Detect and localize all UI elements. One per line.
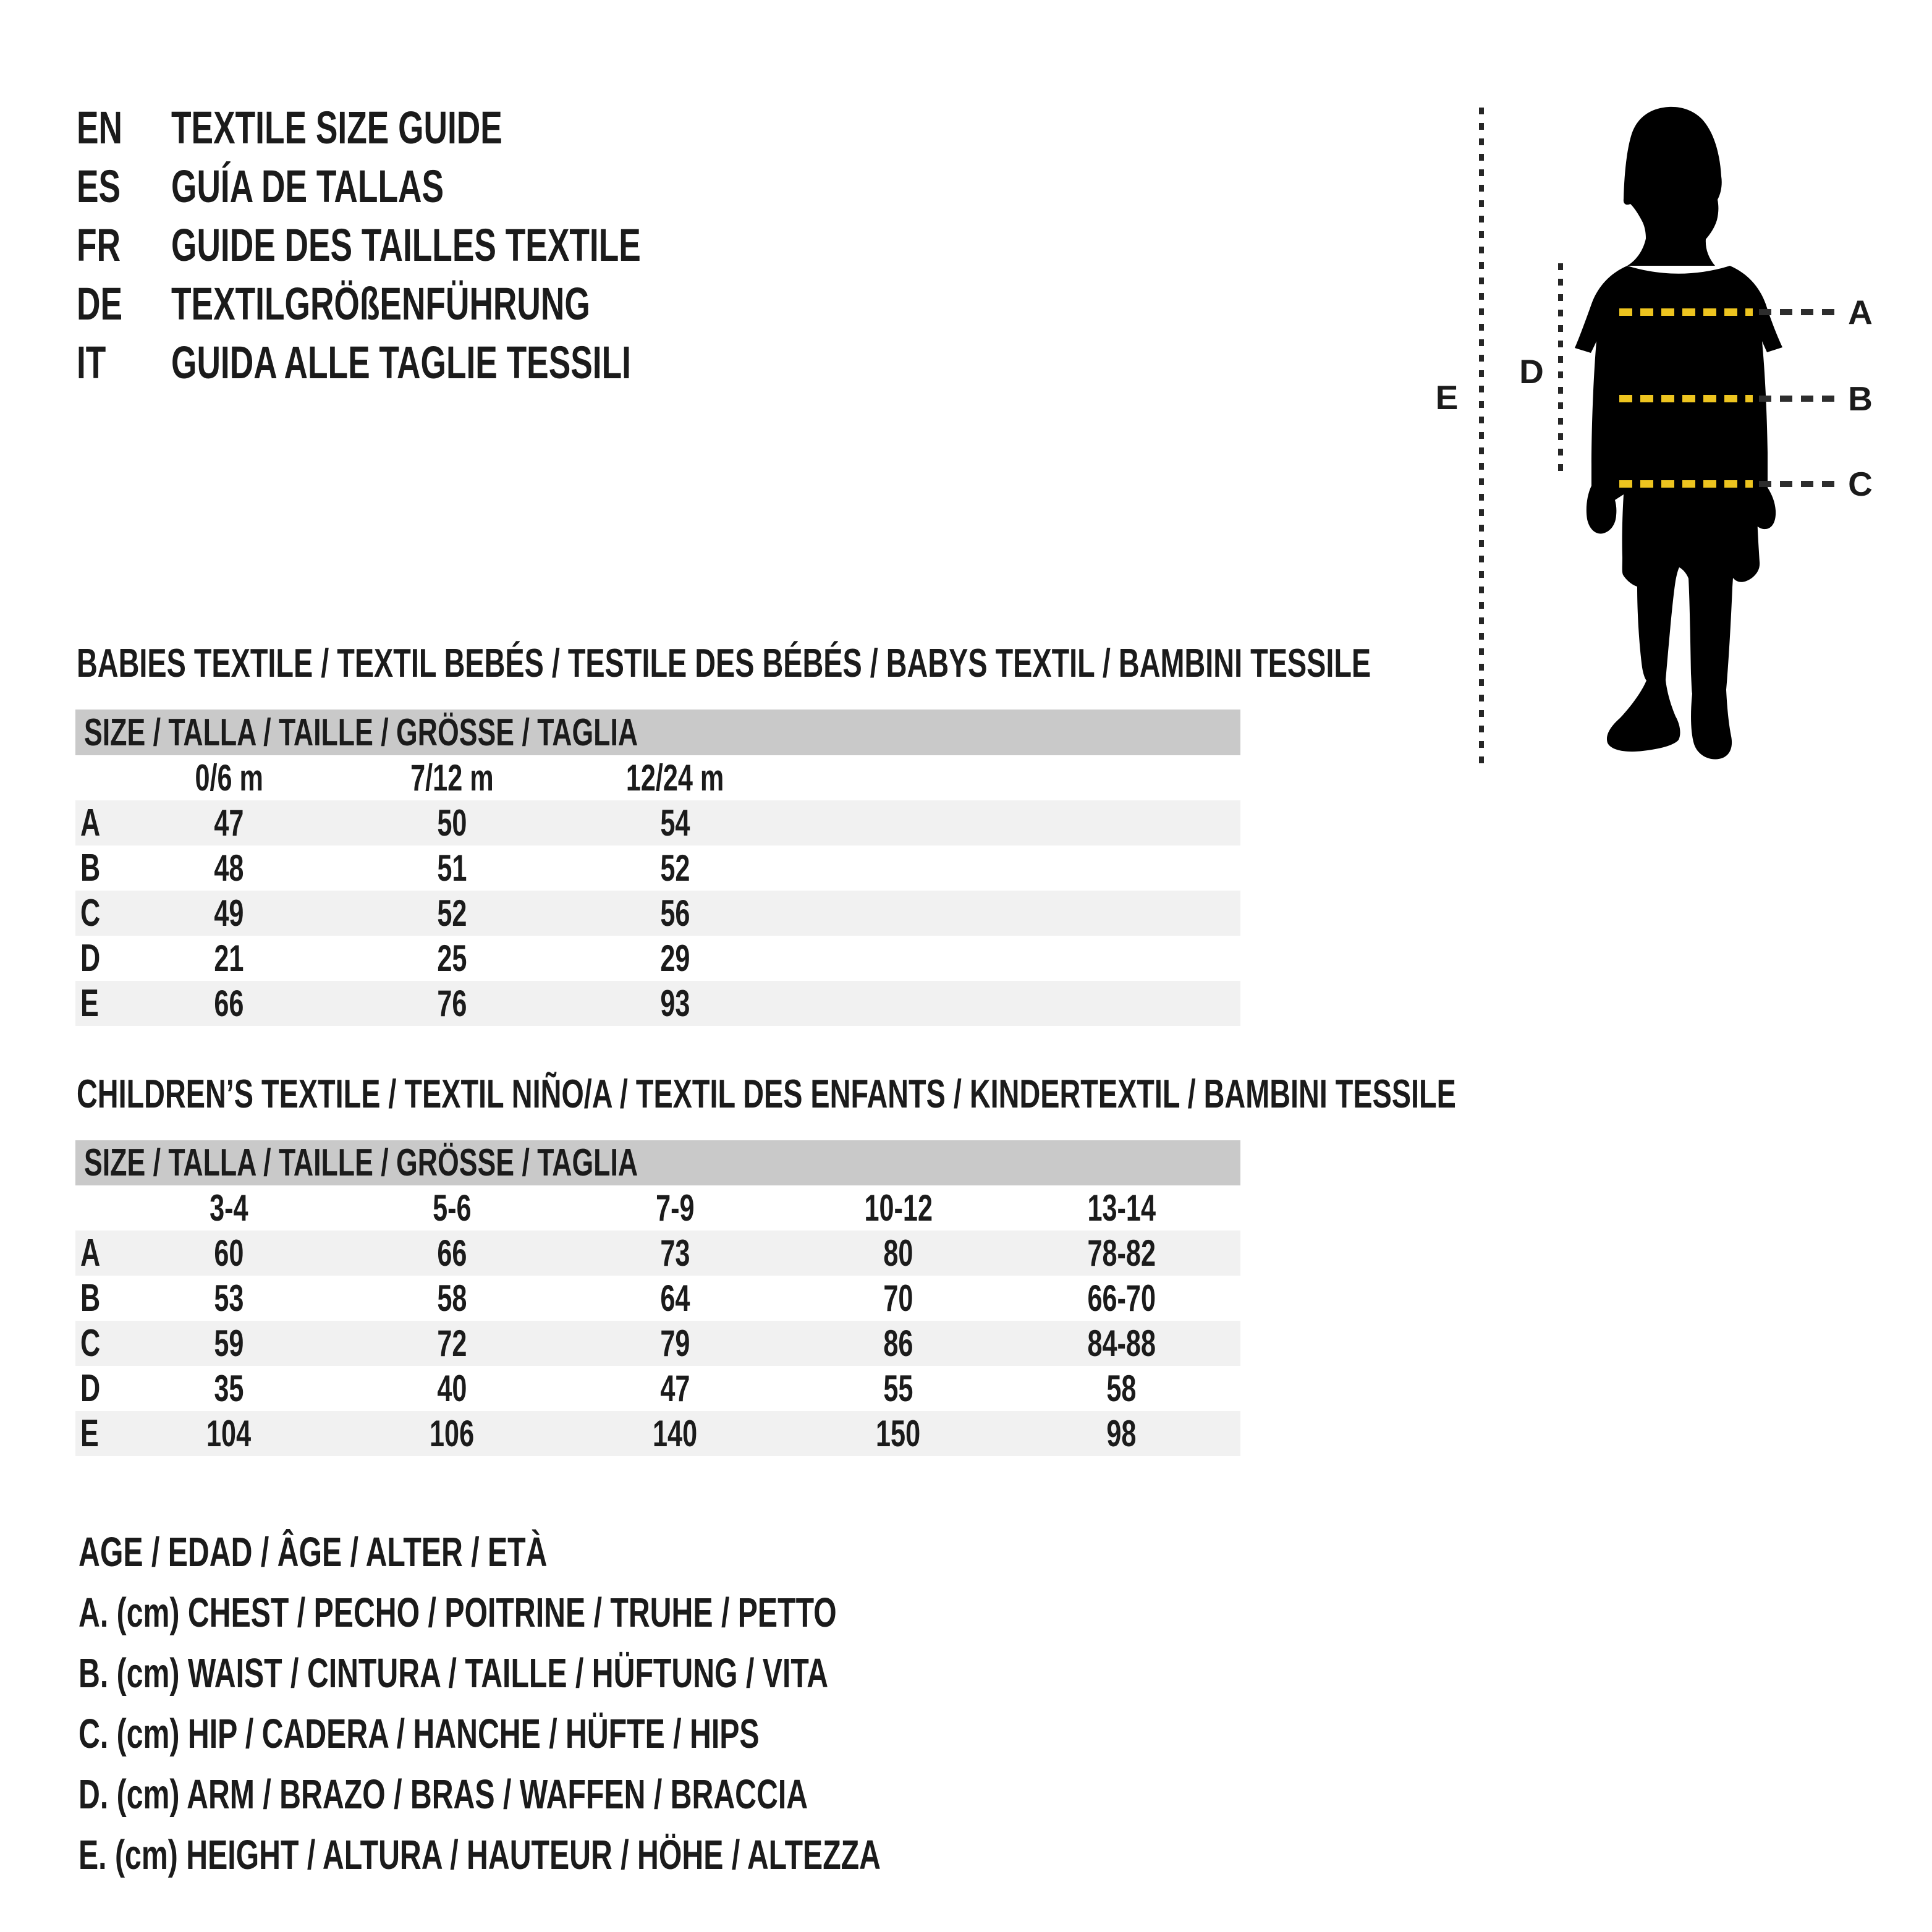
legend-height: E. (cm) HEIGHT / ALTURA / HAUTEUR / HÖHE… — [78, 1831, 881, 1878]
table-row: A 60 66 73 80 78-82 — [75, 1231, 1240, 1276]
measure-label-arm: D — [1519, 352, 1544, 391]
lang-code-es: ES — [77, 161, 121, 212]
table-row: C 49 52 56 — [75, 891, 1240, 936]
lang-title-fr: GUIDE DES TAILLES TEXTILE — [171, 219, 641, 271]
children-col-10-12: 10-12 — [864, 1187, 933, 1229]
table-row: C 59 72 79 86 84-88 — [75, 1321, 1240, 1366]
measure-label-waist: B — [1848, 379, 1873, 418]
hip-measure-dashed-line-yellow — [1619, 480, 1753, 488]
measure-label-chest: A — [1848, 293, 1873, 331]
legend-age: AGE / EDAD / ÂGE / ALTER / ETÀ — [78, 1528, 548, 1575]
children-section-title: CHILDREN’S TEXTILE / TEXTIL NIÑO/A / TEX… — [77, 1071, 1456, 1116]
children-column-header-row: 3-4 5-6 7-9 10-12 13-14 — [75, 1185, 1240, 1231]
babies-column-header-row: 0/6 m 7/12 m 12/24 m — [75, 755, 1240, 800]
babies-size-table: SIZE / TALLA / TAILLE / GRÖSSE / TAGLIA … — [75, 710, 1240, 1026]
babies-col-0-6m: 0/6 m — [195, 757, 263, 799]
table-row: B 48 51 52 — [80, 847, 690, 889]
babies-section-title: BABIES TEXTILE / TEXTIL BEBÉS / TESTILE … — [77, 640, 1371, 685]
waist-measure-dashed-line-yellow — [1619, 395, 1753, 402]
height-measure-dotted-line — [1479, 108, 1484, 764]
table-row: E 104 106 140 150 98 — [75, 1411, 1240, 1456]
babies-col-12-24m: 12/24 m — [626, 757, 724, 799]
legend-arm: D. (cm) ARM / BRAZO / BRAS / WAFFEN / BR… — [78, 1771, 808, 1818]
lang-code-en: EN — [77, 102, 123, 153]
table-row: A 47 50 54 — [75, 800, 1240, 845]
children-col-7-9: 7-9 — [656, 1187, 695, 1229]
waist-measure-dashed-line-dark — [1759, 396, 1834, 402]
children-size-header-bar: SIZE / TALLA / TAILLE / GRÖSSE / TAGLIA — [75, 1140, 1240, 1185]
lang-title-de: TEXTILGRÖßENFÜHRUNG — [171, 278, 590, 329]
table-row: D 21 25 29 — [80, 937, 690, 980]
children-col-13-14: 13-14 — [1087, 1187, 1156, 1229]
children-size-table: SIZE / TALLA / TAILLE / GRÖSSE / TAGLIA … — [75, 1140, 1240, 1456]
measurement-legend: AGE / EDAD / ÂGE / ALTER / ETÀ A. (cm) C… — [78, 1522, 1193, 1885]
children-col-5-6: 5-6 — [433, 1187, 472, 1229]
lang-row-it: IT GUIDA ALLE TAGLIE TESSILI — [77, 333, 823, 392]
arm-measure-dotted-line — [1558, 263, 1563, 475]
language-title-list: EN TEXTILE SIZE GUIDE ES GUÍA DE TALLAS … — [77, 98, 823, 392]
table-row: E 66 76 93 — [75, 981, 1240, 1026]
lang-code-fr: FR — [77, 219, 121, 271]
lang-code-de: DE — [77, 278, 123, 329]
table-row: D 35 40 47 55 58 — [80, 1367, 1137, 1410]
measure-label-height: E — [1435, 378, 1459, 417]
lang-row-fr: FR GUIDE DES TAILLES TEXTILE — [77, 216, 823, 274]
legend-chest: A. (cm) CHEST / PECHO / POITRINE / TRUHE… — [78, 1589, 837, 1636]
lang-code-it: IT — [77, 337, 106, 388]
measure-label-hip: C — [1848, 465, 1873, 503]
table-row: B 53 58 64 70 66-70 — [80, 1277, 1156, 1320]
lang-row-es: ES GUÍA DE TALLAS — [77, 157, 823, 216]
child-silhouette — [1575, 106, 1782, 760]
chest-measure-dashed-line-yellow — [1619, 308, 1753, 316]
babies-col-7-12m: 7/12 m — [410, 757, 494, 799]
lang-title-es: GUÍA DE TALLAS — [171, 161, 444, 212]
legend-waist: B. (cm) WAIST / CINTURA / TAILLE / HÜFTU… — [78, 1650, 829, 1697]
lang-title-en: TEXTILE SIZE GUIDE — [171, 102, 502, 153]
babies-size-header-bar: SIZE / TALLA / TAILLE / GRÖSSE / TAGLIA — [75, 710, 1240, 755]
children-col-3-4: 3-4 — [210, 1187, 248, 1229]
lang-title-it: GUIDA ALLE TAGLIE TESSILI — [171, 337, 631, 388]
lang-row-en: EN TEXTILE SIZE GUIDE — [77, 98, 823, 157]
lang-row-de: DE TEXTILGRÖßENFÜHRUNG — [77, 274, 823, 333]
legend-hip: C. (cm) HIP / CADERA / HANCHE / HÜFTE / … — [78, 1710, 760, 1757]
chest-measure-dashed-line-dark — [1759, 309, 1834, 315]
hip-measure-dashed-line-dark — [1759, 481, 1834, 487]
